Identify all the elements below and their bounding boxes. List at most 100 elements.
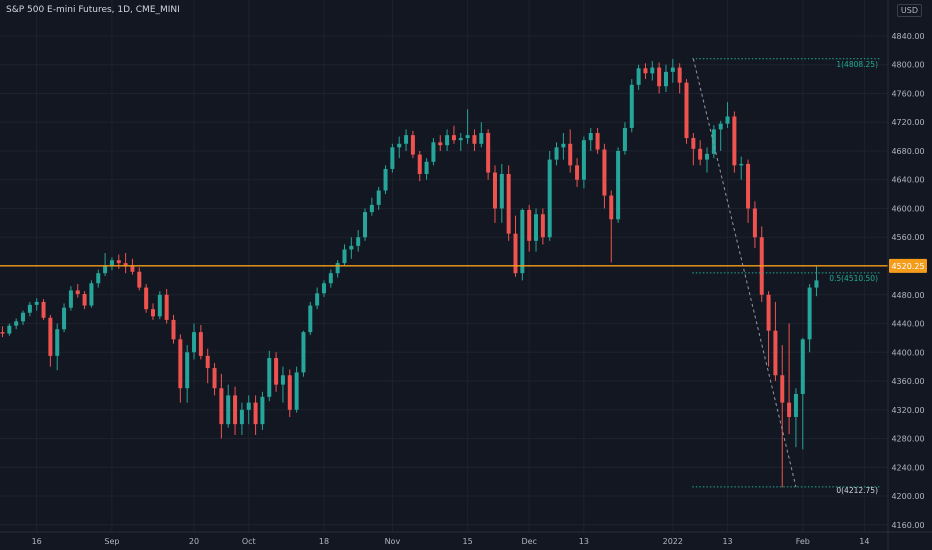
- candle-body: [390, 147, 395, 169]
- candle-body: [800, 339, 805, 394]
- candle-body: [150, 309, 155, 317]
- candle-body: [698, 148, 703, 160]
- candle-body: [691, 138, 696, 149]
- candle-body: [68, 290, 73, 308]
- price-tick-label: 4360.00: [891, 377, 924, 386]
- price-tick-label: 4200.00: [891, 492, 924, 501]
- price-axis[interactable]: 4160.00 4200.00 4240.00 4280.00 4320.00 4360.…: [889, 32, 927, 530]
- candle-body: [636, 68, 641, 85]
- candle-body: [274, 358, 279, 385]
- candle-body: [315, 293, 320, 306]
- time-tick-label: 14: [859, 537, 869, 546]
- candle-body: [34, 301, 39, 305]
- drawing-overlays: 1(4808.25) 0.5(4510.50) 0(4212.75): [0, 58, 888, 495]
- candle-body: [280, 375, 285, 385]
- time-tick-label: Oct: [242, 537, 256, 546]
- price-tick-label: 4680.00: [891, 147, 924, 156]
- candle-body: [21, 312, 26, 322]
- candle-body: [342, 249, 347, 264]
- time-tick-label: 13: [579, 537, 589, 546]
- candle-body: [157, 294, 162, 317]
- candle-body: [164, 294, 169, 320]
- price-tick-label: 4440.00: [891, 320, 924, 329]
- candle-body: [629, 84, 634, 128]
- candle-body: [417, 154, 422, 174]
- time-tick-label: 16: [32, 537, 42, 546]
- time-tick-label: Dec: [521, 537, 536, 546]
- candle-body: [718, 123, 723, 130]
- time-axis[interactable]: 16 Sep 20 Oct 18 Nov 15 Dec 13 2022 13 Feb 14: [32, 537, 870, 546]
- candle-body: [465, 135, 470, 139]
- candle-body: [752, 208, 757, 238]
- candle-body: [144, 287, 149, 310]
- price-tick-label: 4760.00: [891, 89, 924, 98]
- candle-body: [226, 395, 231, 425]
- candle-body: [0, 332, 5, 334]
- candle-body: [287, 375, 292, 410]
- candle-body: [301, 332, 306, 373]
- candle-body: [424, 161, 429, 174]
- price-tick-label: 4720.00: [891, 118, 924, 127]
- candle-body: [438, 142, 443, 146]
- candle-body: [780, 375, 785, 403]
- time-tick-label: 18: [319, 537, 329, 546]
- candle-body: [650, 67, 655, 74]
- price-tick-label: 4160.00: [891, 521, 924, 530]
- candle-body: [486, 133, 491, 173]
- candle-body: [663, 71, 668, 87]
- candle-body: [410, 135, 415, 155]
- price-tick-label: 4840.00: [891, 32, 924, 41]
- time-tick-label: 13: [722, 537, 732, 546]
- candle-body: [253, 402, 258, 425]
- price-tick-label: 4280.00: [891, 435, 924, 444]
- candle-body: [575, 165, 580, 180]
- candle-body: [103, 266, 108, 274]
- candle-body: [376, 190, 381, 205]
- candle-body: [739, 163, 744, 166]
- candle-body: [198, 332, 203, 356]
- candle-body: [458, 138, 463, 141]
- currency-label[interactable]: USD: [896, 4, 922, 17]
- candle-body: [670, 67, 675, 72]
- time-tick-label: Sep: [104, 537, 119, 546]
- price-tick-label: 4560.00: [891, 233, 924, 242]
- candle-body: [540, 214, 545, 238]
- price-tick-label: 4320.00: [891, 406, 924, 415]
- candle-body: [171, 319, 176, 340]
- candle-body: [513, 233, 518, 274]
- candle-body: [7, 325, 12, 334]
- symbol-title[interactable]: S&P 500 E-mini Futures, 1D, CME_MINI: [6, 5, 180, 15]
- candle-body: [185, 352, 190, 389]
- candle-body: [711, 129, 716, 154]
- candle-body: [520, 209, 525, 274]
- candle-body: [246, 402, 251, 410]
- candle-body: [445, 135, 450, 146]
- candle-body: [219, 388, 224, 425]
- price-tick-label: 4480.00: [891, 291, 924, 300]
- candle-body: [328, 273, 333, 284]
- candle-body: [356, 237, 361, 246]
- candle-body: [55, 329, 60, 356]
- candle-body: [260, 396, 265, 425]
- candle-body: [534, 214, 539, 241]
- candle-body: [547, 159, 552, 238]
- candle-body: [746, 163, 751, 209]
- candle-body: [192, 332, 197, 353]
- time-tick-label: 20: [189, 537, 199, 546]
- price-tick-label: 4800.00: [891, 61, 924, 70]
- candle-body: [335, 263, 340, 274]
- time-tick-label: Feb: [796, 537, 810, 546]
- candle-body: [595, 133, 600, 150]
- fib-trend-line: [692, 58, 797, 488]
- candle-body: [725, 116, 730, 124]
- candle-body: [178, 339, 183, 389]
- candle-body: [137, 271, 142, 288]
- time-tick-label: 2022: [663, 537, 683, 546]
- price-level-tag: [889, 258, 927, 273]
- price-tick-label: 4640.00: [891, 176, 924, 185]
- candle-body: [643, 68, 648, 74]
- candle-body: [123, 263, 128, 266]
- candle-body: [294, 372, 299, 410]
- candle-body: [14, 321, 19, 326]
